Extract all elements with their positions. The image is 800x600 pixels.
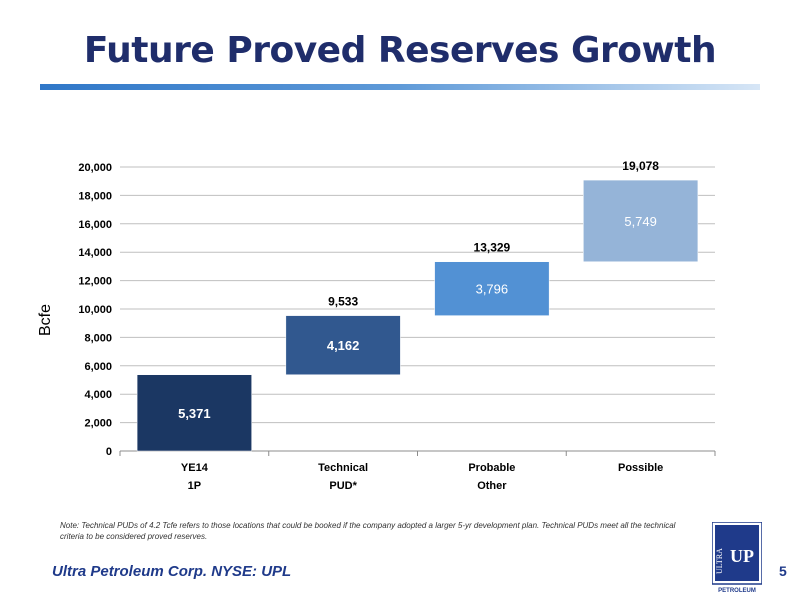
bar-value-label: 5,749: [624, 214, 657, 229]
footer-company: Ultra Petroleum Corp. NYSE: UPL: [52, 563, 292, 580]
title-underline: [40, 84, 760, 90]
page-number: 5: [779, 563, 787, 579]
bar: [434, 261, 550, 316]
y-tick-label: 12,000: [78, 276, 112, 288]
y-tick-label: 0: [106, 446, 112, 458]
x-category-label: YE14: [181, 462, 209, 474]
y-tick-label: 6,000: [84, 361, 112, 373]
y-tick-label: 4,000: [84, 389, 112, 401]
y-tick-label: 10,000: [78, 304, 112, 316]
x-category-label: Technical: [318, 462, 368, 474]
y-tick-label: 16,000: [78, 219, 112, 231]
y-tick-label: 18,000: [78, 190, 112, 202]
bar: [583, 179, 699, 262]
cumulative-total-label: 13,329: [474, 241, 511, 255]
bar-value-label: 4,162: [327, 338, 360, 353]
y-axis-label: Bcfe: [37, 304, 54, 336]
x-category-label: Probable: [468, 462, 515, 474]
y-tick-label: 2,000: [84, 418, 112, 430]
cumulative-total-label: 19,078: [622, 159, 659, 173]
page-title: Future Proved Reserves Growth: [83, 30, 717, 71]
x-category-label: Possible: [618, 462, 663, 474]
y-tick-label: 8,000: [84, 332, 112, 344]
x-category-label: 1P: [188, 480, 201, 492]
ultra-petroleum-logo: ULTRA UP PETROLEUM: [712, 522, 762, 594]
cumulative-total-label: 9,533: [328, 295, 358, 309]
bar-value-label: 3,796: [476, 282, 509, 297]
footnote: Note: Technical PUDs of 4.2 Tcfe refers …: [60, 521, 676, 541]
waterfall-chart: 0 2,000 4,000 6,000 8,000 10,000 12,000 14,000 1…: [37, 159, 716, 492]
svg-text:ULTRA: ULTRA: [715, 548, 724, 574]
x-category-label: Other: [477, 480, 507, 492]
bar: [285, 315, 401, 375]
svg-text:PETROLEUM: PETROLEUM: [718, 588, 756, 594]
bar: [136, 374, 252, 452]
y-tick-label: 20,000: [78, 162, 112, 174]
bar-value-label: 5,371: [178, 406, 211, 421]
y-tick-label: 14,000: [78, 247, 112, 259]
x-category-label: PUD*: [329, 480, 357, 492]
svg-text:UP: UP: [730, 546, 754, 566]
